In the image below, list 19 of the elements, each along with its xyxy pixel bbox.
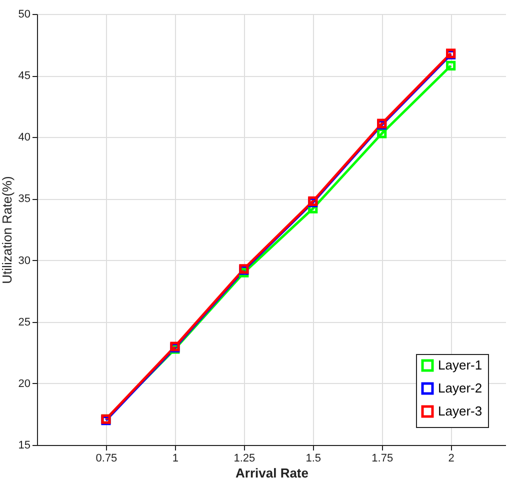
x-tick-label: 1.25 (234, 452, 256, 464)
x-tick-label: 1.5 (306, 452, 322, 464)
legend-label: Layer-1 (438, 358, 482, 372)
y-tick-label: 40 (18, 132, 30, 144)
legend-label: Layer-3 (438, 404, 482, 418)
y-tick-label: 30 (18, 254, 30, 267)
y-tick-label: 45 (18, 70, 30, 82)
y-tick-label: 15 (18, 440, 30, 452)
y-tick-label: 25 (18, 316, 30, 328)
y-axis-title: Utilization Rate(%) (0, 176, 14, 284)
y-tick-label: 20 (18, 378, 30, 390)
y-tick-label: 50 (18, 8, 30, 20)
x-axis-title: Arrival Rate (236, 466, 308, 480)
x-tick-label: 0.75 (96, 452, 118, 464)
x-tick-label: 1 (172, 452, 179, 464)
legend-label: Layer-2 (438, 380, 482, 396)
x-tick-label: 1.75 (372, 452, 394, 464)
y-tick-label: 35 (18, 193, 30, 206)
x-tick-label: 2 (448, 452, 454, 464)
